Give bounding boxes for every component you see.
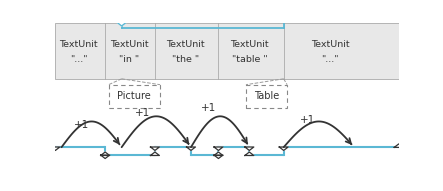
Polygon shape: [245, 152, 254, 155]
Text: +1: +1: [201, 103, 216, 113]
Text: TextUnit: TextUnit: [311, 40, 350, 49]
Text: TextUnit: TextUnit: [59, 40, 98, 49]
Text: TextUnit: TextUnit: [167, 40, 205, 49]
Polygon shape: [394, 144, 403, 147]
Polygon shape: [151, 152, 159, 155]
Polygon shape: [187, 147, 195, 151]
Polygon shape: [214, 147, 223, 151]
Polygon shape: [51, 147, 60, 151]
FancyBboxPatch shape: [109, 85, 160, 108]
Polygon shape: [279, 18, 288, 22]
Text: "...": "...": [321, 55, 339, 64]
Polygon shape: [279, 147, 288, 151]
Text: +1: +1: [135, 108, 151, 118]
Text: "in ": "in ": [119, 55, 139, 64]
Text: "the ": "the ": [172, 55, 199, 64]
Polygon shape: [214, 152, 223, 155]
Text: TextUnit: TextUnit: [230, 40, 268, 49]
Polygon shape: [214, 155, 223, 159]
Text: TextUnit: TextUnit: [110, 40, 148, 49]
Text: "table ": "table ": [232, 55, 267, 64]
Text: Table: Table: [254, 91, 279, 101]
FancyBboxPatch shape: [246, 85, 287, 108]
Text: "...": "...": [70, 55, 87, 64]
Polygon shape: [151, 147, 159, 151]
Text: Picture: Picture: [117, 91, 151, 101]
Polygon shape: [101, 152, 109, 155]
Text: +1: +1: [74, 120, 89, 130]
Polygon shape: [117, 22, 127, 26]
Polygon shape: [101, 155, 109, 159]
Polygon shape: [245, 147, 254, 151]
Bar: [55, 23, 399, 79]
Text: +1: +1: [300, 115, 315, 125]
